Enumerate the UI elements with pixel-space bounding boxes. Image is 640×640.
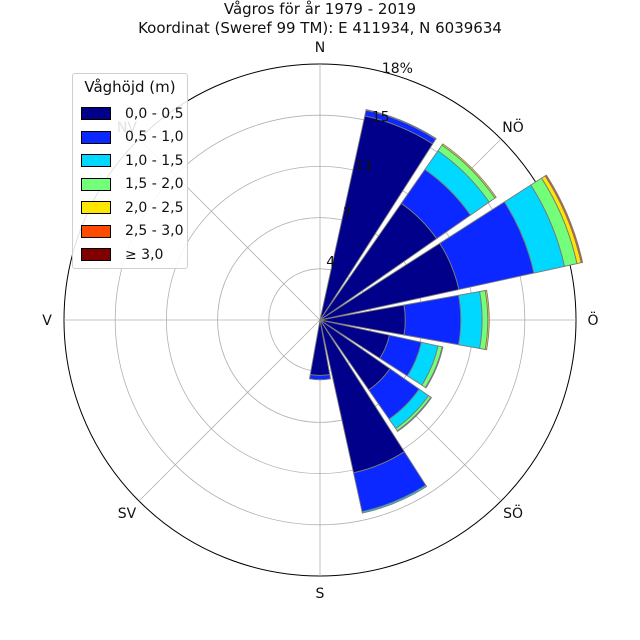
legend-item: 2,5 - 3,0 <box>81 220 183 244</box>
radial-tick-label: 4 <box>326 255 335 271</box>
direction-label: N <box>315 40 325 56</box>
rose-bar-segment <box>458 290 483 350</box>
legend-item: ≥ 3,0 <box>81 243 179 267</box>
legend: Våghöjd (m) 0,0 - 0,5 0,5 - 1,0 1,0 - 1,… <box>72 73 188 269</box>
rose-bar-segment <box>544 174 584 264</box>
legend-label: 2,5 - 3,0 <box>125 223 184 240</box>
rose-bars <box>308 109 584 514</box>
rose-bar-segment <box>365 109 437 140</box>
chart-title: Vågros för år 1979 - 2019 <box>223 0 417 18</box>
rose-bar-segment <box>441 143 497 199</box>
legend-swatch <box>81 107 111 121</box>
legend-swatch <box>81 177 111 191</box>
rose-bar-segment <box>396 396 433 433</box>
legend-label: ≥ 3,0 <box>125 246 164 263</box>
rose-bar-segment <box>308 374 332 381</box>
legend-item: 2,0 - 2,5 <box>81 196 183 220</box>
legend-item: 0,5 - 1,0 <box>81 126 183 150</box>
legend-item: 1,5 - 2,0 <box>81 173 183 197</box>
radial-tick-label: 18% <box>382 61 413 77</box>
legend-swatch <box>81 248 111 262</box>
legend-title: Våghöjd (m) <box>84 78 176 96</box>
radial-tick-label: 7 <box>343 206 352 222</box>
radial-tick-label: 11 <box>355 158 373 174</box>
angular-gridline <box>138 319 321 502</box>
legend-item: 1,0 - 1,5 <box>81 149 183 173</box>
direction-label: NÖ <box>502 118 524 136</box>
legend-item: 0,0 - 0,5 <box>81 102 183 126</box>
legend-swatch <box>81 154 111 168</box>
legend-swatch <box>81 130 111 144</box>
direction-label: Ö <box>587 311 598 329</box>
chart-subtitle: Koordinat (Sweref 99 TM): E 411934, N 60… <box>138 19 502 37</box>
radial-tick-label: 15 <box>372 109 390 125</box>
direction-label: SÖ <box>503 504 523 522</box>
rose-bar-segment <box>403 294 462 346</box>
rose-bar-segment <box>361 484 428 514</box>
direction-label: V <box>42 313 52 329</box>
direction-label: S <box>316 586 325 602</box>
legend-swatch <box>81 224 111 238</box>
legend-swatch <box>81 201 111 215</box>
direction-label: SV <box>118 506 137 522</box>
legend-label: 1,5 - 2,0 <box>125 176 184 193</box>
legend-label: 2,0 - 2,5 <box>125 199 184 216</box>
rose-bar-segment <box>424 346 444 389</box>
radial-tick-labels: 4 7 11 15 18% <box>326 61 413 271</box>
legend-label: 0,5 - 1,0 <box>125 129 184 146</box>
rose-bar-segment <box>484 289 490 351</box>
legend-label: 1,0 - 1,5 <box>125 152 184 169</box>
legend-label: 0,0 - 0,5 <box>125 105 184 122</box>
